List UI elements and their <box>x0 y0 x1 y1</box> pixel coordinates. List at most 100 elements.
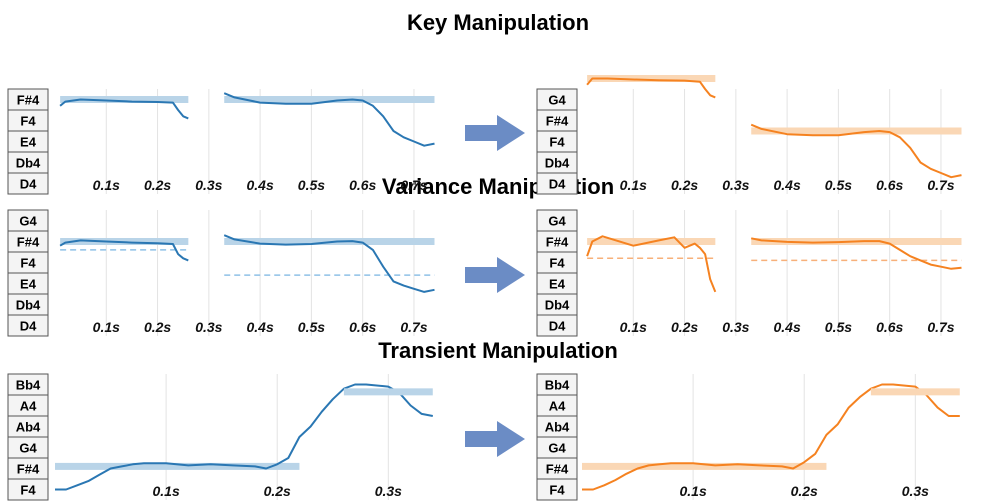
note-label: Ab4 <box>16 420 41 435</box>
note-label: F4 <box>20 114 36 129</box>
note-label: D4 <box>20 319 37 334</box>
time-tick-label: 0.3s <box>195 177 222 193</box>
time-tick-label: 0.6s <box>876 177 903 193</box>
note-label: F4 <box>20 256 36 271</box>
time-tick-label: 0.2s <box>671 177 698 193</box>
time-tick-label: 0.4s <box>247 319 274 335</box>
target-pitch-bar <box>343 388 433 396</box>
target-pitch-bar <box>582 462 827 470</box>
time-tick-label: 0.6s <box>349 319 376 335</box>
note-label: Db4 <box>16 156 41 171</box>
section-title: Transient Manipulation <box>378 338 618 363</box>
time-tick-label: 0.7s <box>400 319 427 335</box>
pitch-curve <box>59 239 189 262</box>
panel-modified: D4 Db4 F4 F#4 G4 0.1s 0.2s 0.3s 0.4s 0.5s 0.6s 0.7s <box>536 75 962 195</box>
time-tick-label: 0.1s <box>620 177 647 193</box>
note-label: Db4 <box>545 298 570 313</box>
note-label: F4 <box>549 135 565 150</box>
note-label: G4 <box>548 214 566 229</box>
note-label: Ab4 <box>545 420 570 435</box>
time-tick-label: 0.2s <box>671 319 698 335</box>
transform-arrow-icon <box>465 115 525 151</box>
time-tick-label: 0.3s <box>722 177 749 193</box>
note-label: E4 <box>549 277 566 292</box>
section-title: Key Manipulation <box>407 10 589 35</box>
time-tick-label: 0.7s <box>927 319 954 335</box>
transform-arrow-icon <box>465 257 525 293</box>
time-tick-label: 0.5s <box>825 319 852 335</box>
note-label: Bb4 <box>545 378 570 393</box>
note-label: Db4 <box>16 298 41 313</box>
note-label: G4 <box>548 441 566 456</box>
time-tick-label: 0.3s <box>902 483 929 499</box>
time-tick-label: 0.6s <box>876 319 903 335</box>
target-pitch-bar <box>224 96 435 103</box>
note-label: G4 <box>19 441 37 456</box>
pitch-curve <box>223 92 435 147</box>
time-tick-label: 0.1s <box>93 177 120 193</box>
target-pitch-bar <box>60 96 189 103</box>
time-tick-label: 0.5s <box>298 177 325 193</box>
note-label: G4 <box>548 93 566 108</box>
pitch-curve <box>582 383 960 491</box>
time-tick-label: 0.1s <box>152 483 179 499</box>
time-tick-label: 0.2s <box>144 177 171 193</box>
target-pitch-bar <box>870 388 960 396</box>
panel-original: F4 F#4 G4 Ab4 A4 Bb4 0.1s 0.2s 0.3s <box>7 373 433 501</box>
time-tick-label: 0.5s <box>298 319 325 335</box>
time-tick-label: 0.7s <box>927 177 954 193</box>
transform-arrow-icon <box>465 421 525 457</box>
arrows <box>465 115 525 457</box>
panel-original: D4 Db4 E4 F4 F#4 0.1s 0.2s 0.3s 0.4s 0.5s 0.6s 0.7s <box>7 88 435 195</box>
time-tick-label: 0.3s <box>375 483 402 499</box>
note-label-box <box>7 209 49 232</box>
note-label: F4 <box>549 483 565 498</box>
panels: D4 Db4 E4 F4 F#4 0.1s 0.2s 0.3s 0.4s 0.5s 0.6s 0.7s… <box>7 75 962 501</box>
target-pitch-bar <box>751 127 962 135</box>
note-label-box <box>536 88 578 111</box>
note-label: F#4 <box>546 114 569 129</box>
note-label: G4 <box>19 214 37 229</box>
time-tick-label: 0.1s <box>679 483 706 499</box>
pitch-curve <box>751 237 962 270</box>
note-label: F4 <box>549 256 565 271</box>
time-tick-label: 0.3s <box>195 319 222 335</box>
note-label: E4 <box>20 135 37 150</box>
pitch-curve <box>59 98 189 120</box>
panel-original: D4 Db4 E4 F4 F#4 G4 0.1s 0.2s 0.3s 0.4s 0.5s 0.6s 0.… <box>7 209 435 337</box>
note-label-box <box>7 88 49 111</box>
note-label: Bb4 <box>16 378 41 393</box>
time-tick-label: 0.7s <box>400 177 427 193</box>
note-label: F#4 <box>546 462 569 477</box>
note-label: Db4 <box>545 156 570 171</box>
note-label: F#4 <box>546 235 569 250</box>
time-tick-label: 0.4s <box>247 177 274 193</box>
pitch-curve <box>586 235 717 293</box>
time-tick-label: 0.1s <box>93 319 120 335</box>
pitch-curve <box>223 234 435 293</box>
time-tick-label: 0.6s <box>349 177 376 193</box>
note-label: F#4 <box>17 462 40 477</box>
time-tick-label: 0.2s <box>144 319 171 335</box>
note-label: F4 <box>20 483 36 498</box>
time-tick-label: 0.5s <box>825 177 852 193</box>
target-pitch-bar <box>55 462 300 470</box>
target-pitch-bar <box>587 75 716 82</box>
time-tick-label: 0.2s <box>791 483 818 499</box>
time-tick-label: 0.4s <box>774 319 801 335</box>
note-label: E4 <box>20 277 37 292</box>
panel-modified: F4 F#4 G4 Ab4 A4 Bb4 0.1s 0.2s 0.3s <box>536 373 960 501</box>
note-label: F#4 <box>17 235 40 250</box>
note-label-box <box>536 373 578 396</box>
time-tick-label: 0.2s <box>264 483 291 499</box>
pitch-curve <box>586 77 716 99</box>
time-tick-label: 0.4s <box>774 177 801 193</box>
time-tick-label: 0.1s <box>620 319 647 335</box>
note-label-box <box>536 209 578 232</box>
note-label: F#4 <box>17 93 40 108</box>
pitch-curve <box>750 123 962 179</box>
time-tick-label: 0.3s <box>722 319 749 335</box>
pitch-curve <box>55 383 433 491</box>
panel-modified: D4 Db4 E4 F4 F#4 G4 0.1s 0.2s 0.3s 0.4s 0.5s 0.6s 0.… <box>536 209 962 337</box>
